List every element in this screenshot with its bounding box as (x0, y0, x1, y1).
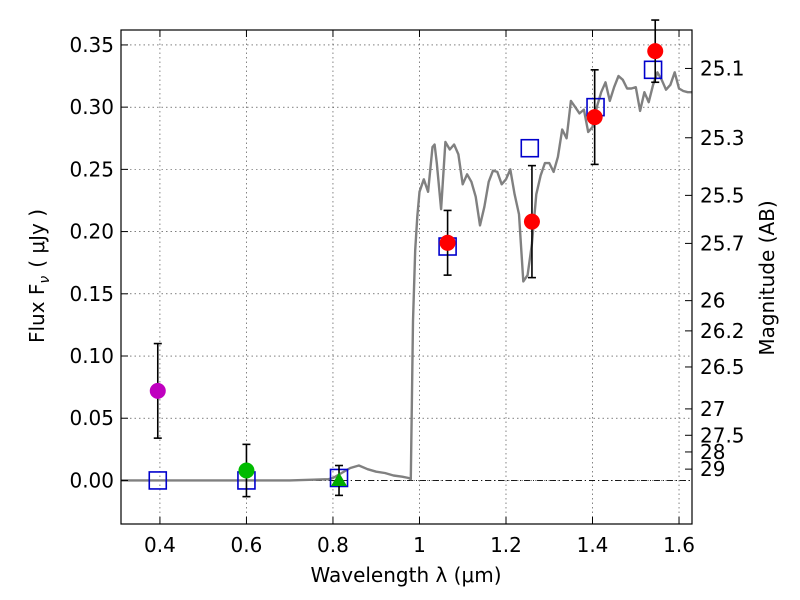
y-axis-ticks: 0.00 0.05 0.10 0.15 0.20 0.25 0.30 0.35 (69, 33, 128, 492)
x-tick-label: 1 (413, 533, 426, 557)
mag-tick-label: 26.5 (700, 355, 745, 379)
observed-point-marker (586, 109, 603, 126)
model-spectrum-layer (121, 71, 692, 482)
y-tick-label: 0.00 (69, 468, 114, 492)
x-tick-label: 1.2 (490, 533, 522, 557)
mag-tick-label: 25.1 (700, 56, 745, 80)
mag-tick-label: 27 (700, 397, 725, 421)
observed-point-marker (238, 462, 255, 479)
y-tick-label: 0.15 (69, 282, 114, 306)
plot-frame (120, 29, 693, 525)
y-axis-label-main: Flux F (25, 284, 49, 343)
observed-point-marker (647, 43, 664, 60)
observed-point-marker (523, 213, 540, 230)
observed-point-marker (149, 382, 166, 399)
mag-tick-label: 29 (700, 457, 725, 481)
mag-tick-label: 25.7 (700, 231, 745, 255)
y-tick-label: 0.05 (69, 406, 114, 430)
y-tick-label: 0.35 (69, 33, 114, 57)
x-tick-label: 0.4 (144, 533, 176, 557)
observed-point-marker (439, 234, 456, 251)
y-axis-label: Flux Fν ( μJy ) (25, 209, 53, 343)
x-tick-label: 1.6 (663, 533, 695, 557)
y-axis-label-subscript: ν (37, 276, 53, 284)
model-spectrum-line (121, 71, 692, 482)
observed-photometry-layer (149, 19, 664, 498)
mag-tick-label: 25.3 (700, 126, 745, 150)
mag-tick-label: 25.5 (700, 183, 745, 207)
model-square-marker (520, 138, 540, 158)
y-tick-label: 0.30 (69, 95, 114, 119)
right-axis-label: Magnitude (AB) (755, 200, 779, 355)
x-tick-label: 0.8 (317, 533, 349, 557)
x-axis-label: Wavelength λ (μm) (310, 563, 501, 587)
observed-triangle-marker (331, 472, 348, 487)
y-axis-label-unit: ( μJy ) (25, 209, 49, 268)
model-square-marker (148, 471, 168, 490)
mag-tick-label: 26 (700, 289, 725, 313)
y-tick-label: 0.25 (69, 157, 114, 181)
y-tick-label: 0.10 (69, 344, 114, 368)
x-axis-ticks: 0.4 0.6 0.8 1 1.2 1.4 1.6 (144, 30, 695, 557)
mag-tick-label: 27.5 (700, 423, 745, 447)
x-tick-label: 0.6 (231, 533, 263, 557)
mag-tick-label: 28 (700, 440, 725, 464)
model-square-marker (643, 60, 663, 80)
x-tick-label: 1.4 (577, 533, 609, 557)
y-tick-label: 0.20 (69, 220, 114, 244)
mag-tick-label: 26.2 (700, 319, 745, 343)
